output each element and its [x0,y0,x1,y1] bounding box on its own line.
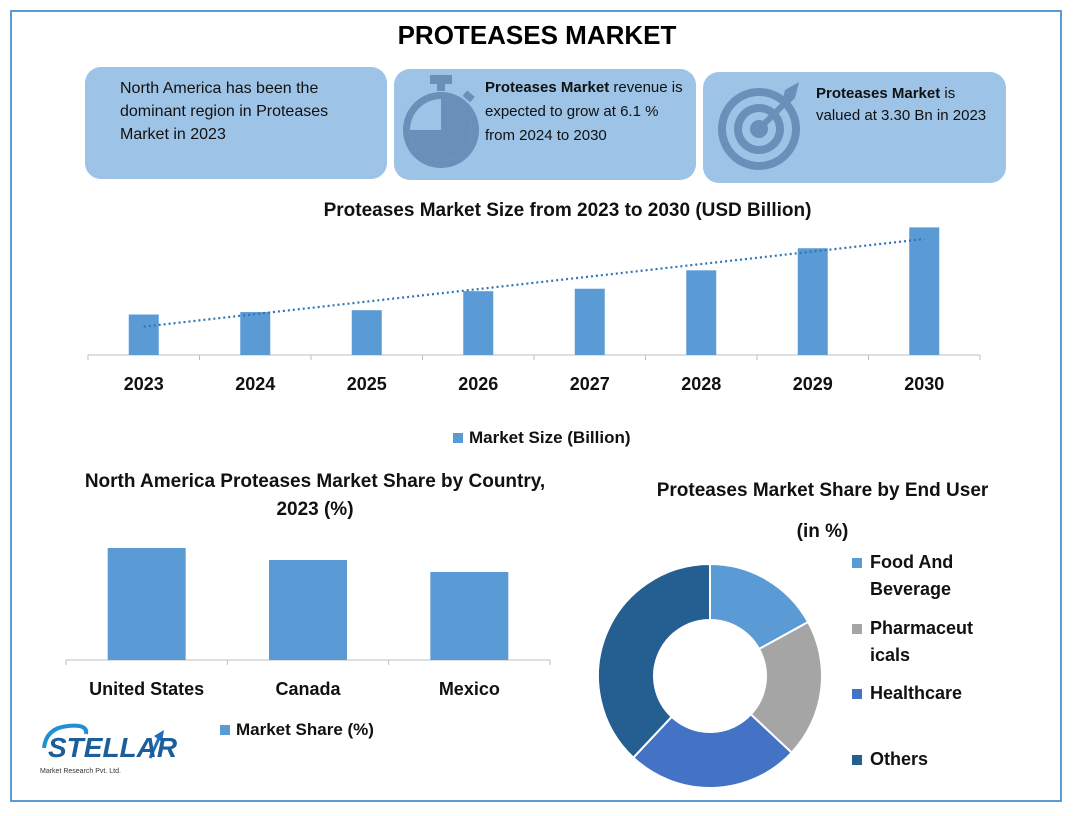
legend-label: Food And Beverage [870,552,954,599]
bar [463,291,494,355]
legend-swatch [852,624,862,634]
x-tick-label: Canada [275,679,341,699]
x-tick-label: 2027 [570,374,610,394]
info-card-value: Proteases Market is valued at 3.30 Bn in… [703,72,1006,183]
x-tick-label: 2029 [793,374,833,394]
card-region-text: North America has been the dominant regi… [120,80,329,143]
card-value-text: Proteases Market is valued at 3.30 Bn in… [816,83,996,127]
legend-label: Others [870,749,929,769]
bar [909,227,940,355]
bar [240,312,271,355]
legend-swatch [852,689,862,699]
legend-item: Pharmaceut icals [852,615,982,669]
market-size-chart: 2023 2024 2025 2026 2027 2028 2029 2030 [87,227,981,394]
legend-label: Healthcare [870,683,963,703]
bar [128,314,159,355]
legend-item: Others [852,746,982,773]
infographic-frame [10,10,1062,802]
end-user-chart-title: Proteases Market Share by End User (in %… [656,480,989,542]
bar [107,548,186,660]
card-value-body: is valued at 3.30 Bn in 2023 [816,85,987,124]
bar [430,572,509,660]
x-tick-label: United States [89,679,204,699]
end-user-donut-chart [597,562,823,789]
country-share-chart-title: North America Proteases Market Share by … [84,471,546,520]
card-growth-text: Proteases Market revenue is expected to … [485,76,685,148]
logo-brand: STELLAR [48,732,178,763]
stellar-logo: STELLAR Market Research Pvt. Ltd. [38,718,177,783]
legend-swatch [220,725,230,735]
legend-label: Market Share (%) [236,720,374,739]
bar [686,270,717,355]
legend-item: Healthcare [852,680,982,707]
info-card-region: North America has been the dominant regi… [85,67,387,179]
legend-item: Food And Beverage [852,549,982,603]
bar [797,248,828,355]
stopwatch-icon [400,73,482,173]
country-share-legend: Market Share (%) [220,720,374,740]
x-tick-label: 2030 [904,374,944,394]
market-size-chart-title: Proteases Market Size from 2023 to 2030 … [323,200,812,221]
market-size-legend: Market Size (Billion) [453,428,631,448]
bar [574,288,605,355]
legend-label: Market Size (Billion) [469,428,631,447]
card-growth-body: revenue is expected to grow at 6.1 % fro… [485,79,683,144]
logo-subtitle: Market Research Pvt. Ltd. [40,768,121,775]
card-growth-bold: Proteases Market [485,79,610,96]
target-icon [713,78,808,173]
info-card-growth: Proteases Market revenue is expected to … [394,69,696,180]
x-tick-label: Mexico [439,679,500,699]
legend-swatch [852,558,862,568]
donut-slice [597,562,711,760]
legend-label: Pharmaceut icals [870,618,974,665]
x-tick-label: 2023 [124,374,164,394]
page-title: PROTEASES MARKET [397,20,677,50]
bar [351,310,382,355]
trendline [143,237,925,328]
country-share-chart: United States Canada Mexico [65,548,551,699]
card-value-bold: Proteases Market [816,85,941,102]
donut-slice [631,712,794,789]
bar [269,560,347,660]
x-tick-label: 2025 [347,374,387,394]
legend-swatch [852,755,862,765]
x-tick-label: 2028 [681,374,721,394]
x-tick-label: 2026 [458,374,498,394]
legend-swatch [453,433,463,443]
x-tick-label: 2024 [235,374,275,394]
